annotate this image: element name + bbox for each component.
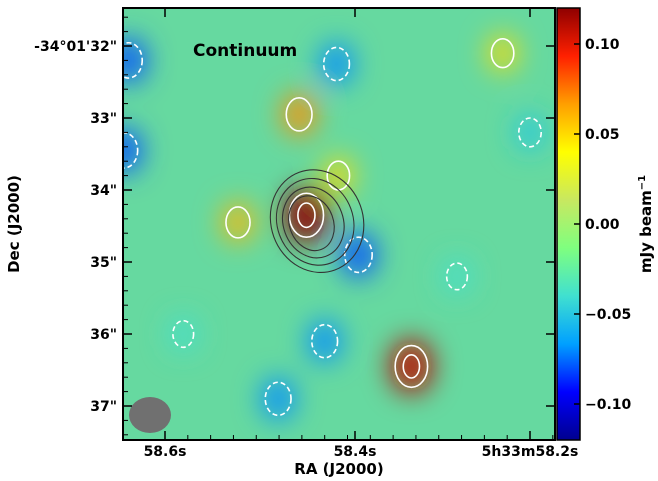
source-core bbox=[349, 243, 368, 267]
source-core bbox=[290, 103, 308, 126]
emission-blobs bbox=[123, 34, 545, 420]
x-tick-label: 5h33m58.2s bbox=[482, 444, 579, 460]
negative-contour bbox=[172, 319, 195, 349]
positive-contour bbox=[394, 344, 429, 389]
colorbar-title: mJy beam−1 bbox=[637, 175, 655, 273]
intensity-map bbox=[123, 8, 555, 440]
source-core bbox=[331, 166, 346, 186]
source-core bbox=[495, 43, 510, 63]
y-tick-label: 34" bbox=[90, 183, 117, 199]
source-core bbox=[230, 212, 246, 233]
source-core bbox=[450, 267, 464, 286]
negative-contour bbox=[311, 323, 339, 359]
source-core bbox=[269, 387, 287, 410]
negative-contour bbox=[445, 262, 469, 291]
x-axis-title: RA (J2000) bbox=[294, 460, 383, 478]
contours bbox=[123, 38, 542, 417]
negative-contour bbox=[264, 381, 292, 417]
source-core bbox=[123, 138, 133, 163]
y-axis-ticks: -34°01'32" 33" 34" 35" 36" 37" bbox=[34, 16, 555, 436]
source-core bbox=[316, 330, 333, 353]
line-contour bbox=[288, 195, 335, 252]
colorbar-tick-label: −0.05 bbox=[585, 307, 631, 323]
source-core bbox=[176, 325, 190, 343]
panel-label: Continuum bbox=[193, 41, 297, 61]
negative-contour bbox=[322, 46, 351, 82]
source-core bbox=[400, 352, 422, 381]
negative-contour bbox=[517, 117, 542, 148]
positive-contour bbox=[297, 202, 316, 229]
negative-contour bbox=[343, 236, 373, 274]
colorbar-tick-label: 0.00 bbox=[585, 217, 620, 233]
positive-contour bbox=[285, 97, 313, 132]
x-axis-ticks: 58.6s 58.4s 5h33m58.2s bbox=[144, 8, 579, 460]
colorbar-unit: mJy beam bbox=[637, 190, 655, 273]
line-contour bbox=[275, 177, 355, 266]
y-tick-label: 37" bbox=[90, 399, 117, 415]
negative-contour bbox=[123, 41, 144, 79]
colorbar-tick-label: −0.10 bbox=[585, 397, 632, 413]
x-tick-label: 58.4s bbox=[334, 444, 377, 460]
line-contour bbox=[282, 186, 345, 259]
beam-ellipse bbox=[129, 397, 171, 433]
line-contour bbox=[269, 169, 365, 274]
y-tick-label: 35" bbox=[90, 255, 117, 271]
positive-contour bbox=[402, 353, 421, 379]
x-tick-label: 58.6s bbox=[144, 444, 187, 460]
source-core bbox=[295, 200, 318, 230]
colorbar-tick-label: 0.05 bbox=[585, 127, 620, 143]
y-tick-label: 33" bbox=[90, 111, 117, 127]
y-axis-title: Dec (J2000) bbox=[5, 175, 23, 273]
positive-contour bbox=[225, 206, 251, 239]
source-core bbox=[328, 52, 345, 76]
map-frame bbox=[122, 7, 556, 441]
y-tick-label: -34°01'32" bbox=[34, 39, 117, 55]
source-core bbox=[123, 48, 138, 73]
colorbar-ticks: 0.10 0.05 0.00 −0.05 −0.10 bbox=[574, 37, 632, 413]
source-core bbox=[522, 122, 538, 142]
y-tick-label: 36" bbox=[90, 327, 117, 343]
colorbar-unit-exponent: −1 bbox=[637, 175, 648, 190]
positive-contour bbox=[490, 38, 515, 69]
colorbar-tick-label: 0.10 bbox=[585, 37, 620, 53]
